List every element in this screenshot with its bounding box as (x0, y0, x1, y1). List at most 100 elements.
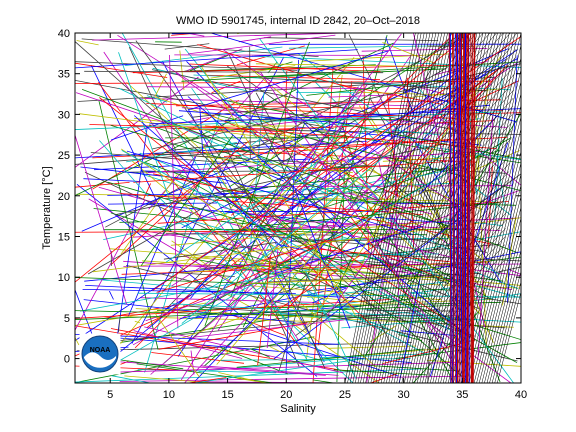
profile-segment (215, 114, 521, 192)
highlight-profile-line (471, 33, 475, 383)
profile-segment (82, 289, 296, 294)
profile-segment (89, 361, 458, 374)
profile-segment (249, 46, 251, 160)
profile-segment (79, 113, 263, 138)
profile-segment (469, 293, 521, 302)
profile-segment (194, 319, 345, 338)
profile-segment (145, 162, 335, 230)
profile-segment (75, 92, 221, 142)
profile-segment (90, 65, 172, 233)
profile-segment (201, 228, 428, 236)
highlight-profile-line (466, 33, 469, 383)
profile-segment (495, 266, 521, 273)
x-tick-label: 5 (107, 389, 113, 401)
profile-segment (75, 325, 351, 373)
profile-segment (181, 61, 521, 82)
profile-segment (266, 249, 279, 349)
profile-segment (75, 299, 390, 319)
profile-segment (231, 189, 237, 202)
profile-segment (136, 229, 513, 290)
profile-segment (199, 107, 204, 156)
profile-segment (477, 114, 494, 359)
density-isoline (478, 217, 521, 383)
profile-segment (249, 348, 270, 358)
profile-segment (192, 258, 302, 280)
profile-segment (313, 79, 376, 141)
profile-segment (120, 193, 423, 215)
profile-segment (99, 140, 149, 197)
profile-segment (75, 41, 385, 317)
profile-segment (169, 54, 179, 329)
profile-segment (258, 77, 487, 92)
profile-segment (240, 299, 492, 309)
density-isoline (455, 115, 521, 383)
profile-segment (146, 95, 168, 103)
profile-segment (101, 334, 339, 345)
profile-segment (80, 166, 227, 184)
profile-segment (133, 161, 447, 183)
profile-segment (109, 147, 491, 367)
y-tick-label: 15 (58, 231, 70, 243)
profile-segment (412, 311, 479, 383)
density-isoline (409, 33, 489, 383)
profile-segment (269, 346, 285, 354)
profile-segment (227, 149, 326, 369)
profile-segment (134, 38, 450, 349)
highlight-profile-line (472, 33, 476, 383)
profile-segment (274, 225, 423, 275)
profile-segment (76, 342, 412, 352)
profile-segment (81, 48, 509, 232)
noaa-logo-text: NOAA (90, 347, 111, 354)
profile-segment (175, 255, 521, 286)
profile-segment (301, 119, 323, 143)
profile-segment (312, 379, 337, 383)
density-isoline (347, 33, 419, 383)
profile-segment (143, 183, 151, 200)
x-tick-label: 25 (339, 389, 351, 401)
density-isoline (443, 40, 517, 123)
profile-segment (107, 202, 218, 205)
profile-segment (354, 384, 385, 403)
profile-segment (166, 151, 194, 154)
profile-segment (258, 310, 377, 324)
density-isoline (489, 259, 521, 383)
profile-segment (92, 33, 360, 41)
density-isoline (388, 33, 466, 383)
density-isoline (373, 33, 448, 383)
profile-segment (81, 38, 319, 57)
profile-segment (141, 97, 418, 107)
profile-segment (178, 110, 359, 125)
profile-segment (263, 37, 439, 41)
density-isoline (355, 33, 428, 383)
chart-title: WMO ID 5901745, internal ID 2842, 20–Oct… (176, 15, 420, 27)
density-isoline (383, 33, 460, 383)
highlight-profile-line (455, 33, 459, 383)
density-isoline (349, 33, 422, 383)
profile-segment (225, 119, 411, 121)
profile-segment (110, 212, 521, 341)
profile-segment (75, 336, 80, 346)
profile-segment (369, 325, 397, 343)
profile-segment (149, 108, 521, 125)
profile-segment (204, 125, 497, 149)
profile-segment (183, 48, 243, 73)
density-isoline (352, 33, 425, 383)
profile-segment (185, 377, 227, 383)
profile-segment (92, 217, 521, 273)
profile-segment (266, 273, 481, 283)
highlight-profile-line (448, 33, 452, 383)
profile-segment (363, 106, 488, 298)
profile-segment (198, 358, 340, 372)
profile-segment (75, 133, 127, 305)
x-tick-label: 35 (456, 389, 468, 401)
density-isoline (466, 161, 521, 383)
profile-segment (336, 157, 399, 291)
density-isoline (404, 33, 484, 383)
profile-segment (179, 50, 185, 91)
density-isoline (365, 33, 440, 383)
density-isoline (344, 33, 416, 383)
profile-segment (161, 118, 334, 197)
profile-segment (75, 336, 315, 383)
profile-segment (296, 163, 476, 204)
